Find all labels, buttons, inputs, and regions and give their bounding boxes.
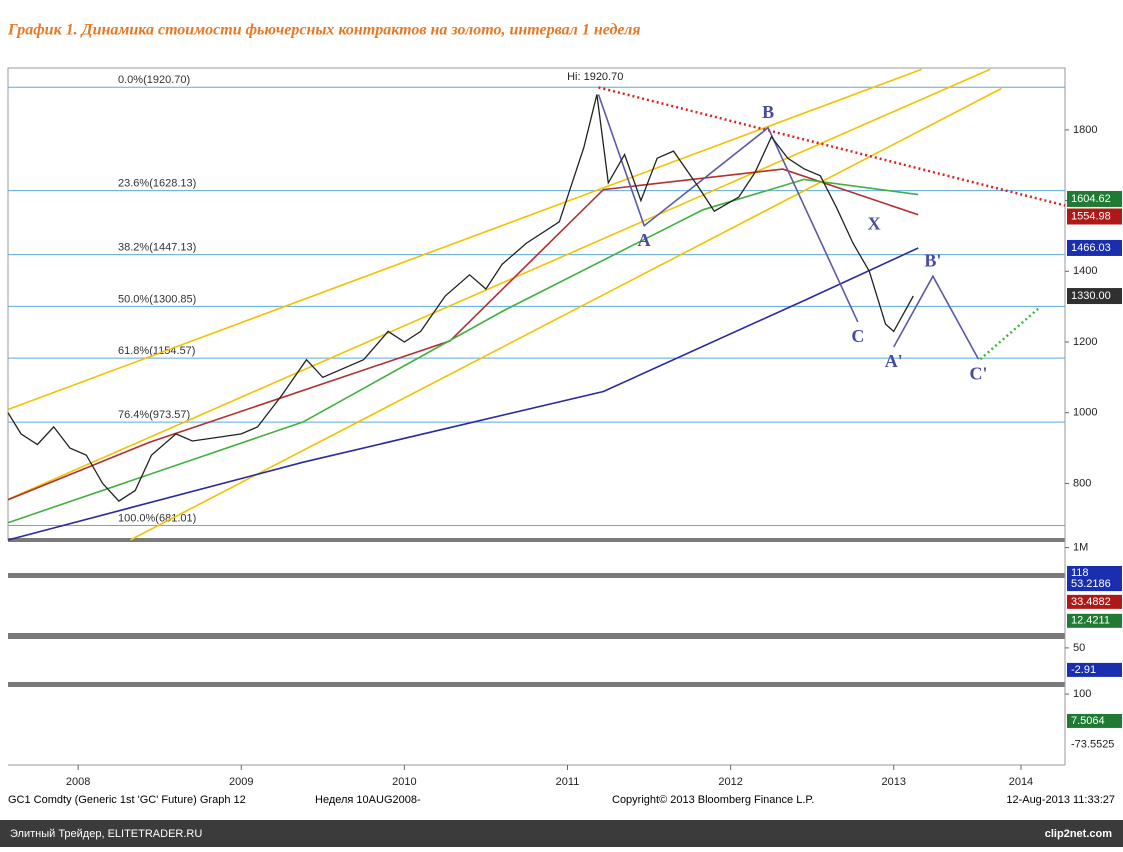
indicator-tag xyxy=(1067,613,1122,628)
price-tag xyxy=(1067,239,1122,256)
bottom-bar xyxy=(0,820,1123,847)
high-annotation: Hi: 1920.70 xyxy=(567,71,623,83)
wave-label: B xyxy=(762,102,774,122)
footer-source: GC1 Comdty (Generic 1st 'GC' Future) Gra… xyxy=(8,794,246,806)
y-tick-label: 800 xyxy=(1073,477,1091,489)
indicator-tag-label: 118 xyxy=(1071,567,1089,579)
panel-divider xyxy=(8,633,1065,639)
overlay-line xyxy=(7,68,991,501)
fib-label: 23.6%(1628.13) xyxy=(118,178,196,190)
panel-divider xyxy=(8,682,1065,687)
y-tick-label: 1400 xyxy=(1073,265,1097,277)
x-tick-label: 2011 xyxy=(556,776,580,788)
wave-label: X xyxy=(868,214,881,234)
panel-divider xyxy=(8,573,1065,578)
price-line xyxy=(7,94,914,502)
wave-label: A xyxy=(638,230,651,250)
indicator-tag-label: 53.2186 xyxy=(1071,578,1111,590)
footer-interval: Неделя 10AUG2008- xyxy=(315,794,421,806)
indicator-tag-label: -2.91 xyxy=(1071,664,1096,676)
price-tag xyxy=(1067,190,1122,207)
footer-date: 12-Aug-2013 11:33:27 xyxy=(1006,794,1115,806)
fib-label: 38.2%(1447.13) xyxy=(118,242,196,254)
indicator-tag xyxy=(1067,662,1122,677)
overlay-line xyxy=(129,87,1002,541)
wave-label: C' xyxy=(970,363,988,383)
indicator-tag xyxy=(1067,713,1122,728)
indicator-tag xyxy=(1067,594,1122,609)
price-tag-label: 1466.03 xyxy=(1071,242,1111,254)
fib-label: 61.8%(1154.57) xyxy=(118,345,195,357)
indicator-tag xyxy=(1067,737,1122,752)
site-name: Элитный Трейдер, ELITETRADER.RU xyxy=(10,828,202,840)
overlay-line xyxy=(979,305,1042,361)
price-tag-label: 1604.62 xyxy=(1071,193,1111,205)
y-tick-label: 100 xyxy=(1073,688,1091,700)
fib-label: 50.0%(1300.85) xyxy=(118,293,196,305)
indicator-tag-label: 33.4882 xyxy=(1071,596,1111,608)
indicator-tag xyxy=(1067,577,1122,592)
x-tick-label: 2013 xyxy=(881,776,905,788)
x-tick-label: 2009 xyxy=(229,776,253,788)
fib-label: 0.0%(1920.70) xyxy=(118,74,190,86)
x-tick-label: 2008 xyxy=(66,776,90,788)
price-tag xyxy=(1067,208,1122,225)
wave-label: C xyxy=(851,326,864,346)
overlay-line xyxy=(598,86,1066,207)
price-tag-label: 1330.00 xyxy=(1071,290,1111,302)
overlay-line xyxy=(7,68,922,411)
x-tick-label: 2014 xyxy=(1009,776,1033,788)
indicator-tag-label: 12.4211 xyxy=(1071,615,1110,627)
indicator-tag-label: -73.5525 xyxy=(1071,738,1114,750)
x-tick-label: 2010 xyxy=(392,776,416,788)
wave-label: A' xyxy=(885,351,903,371)
y-tick-label: 1200 xyxy=(1073,336,1097,348)
y-tick-label: 50 xyxy=(1073,642,1085,654)
y-tick-label: 1800 xyxy=(1073,124,1097,136)
wave-label: B' xyxy=(924,250,941,270)
x-tick-label: 2012 xyxy=(718,776,742,788)
logo: clip2net.com xyxy=(1045,828,1112,840)
y-tick-label: 1M xyxy=(1073,541,1088,553)
overlay-line xyxy=(7,168,919,501)
fib-label: 76.4%(973.57) xyxy=(118,409,190,421)
footer-copyright: Copyright© 2013 Bloomberg Finance L.P. xyxy=(612,794,814,806)
overlay-line xyxy=(7,247,919,541)
price-tag-label: 1554.98 xyxy=(1071,210,1111,222)
fib-label: 100.0%(681.01) xyxy=(118,512,196,524)
price-tag xyxy=(1067,288,1122,305)
indicator-tag-label: 7.5064 xyxy=(1071,715,1105,727)
y-tick-label: 1000 xyxy=(1073,407,1097,419)
page-title: График 1. Динамика стоимости фьючерсных … xyxy=(7,22,641,39)
indicator-tag xyxy=(1067,565,1122,580)
